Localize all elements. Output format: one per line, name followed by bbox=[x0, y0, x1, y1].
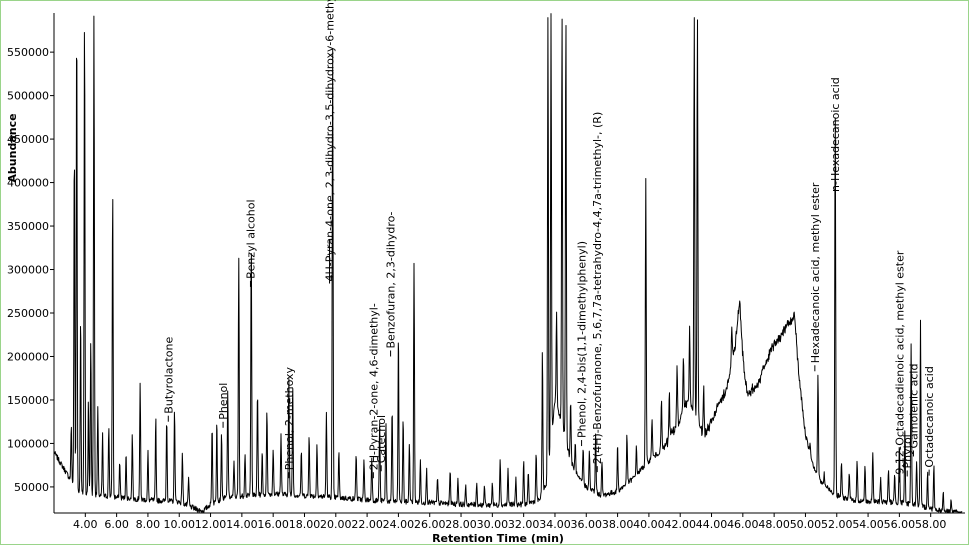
y-tick-label: 550000 bbox=[7, 46, 49, 59]
x-tick-label: 36.00 bbox=[571, 518, 603, 531]
x-tick-label: 54.00 bbox=[852, 518, 884, 531]
x-tick-label: 52.00 bbox=[821, 518, 853, 531]
peak-label: Butyrolactone bbox=[162, 336, 175, 413]
y-tick-label: 50000 bbox=[14, 481, 49, 494]
peak-label: Benzyl alcohol bbox=[244, 199, 257, 278]
peak-label: Phytol bbox=[901, 434, 914, 468]
peak-label: Catechol bbox=[375, 415, 388, 463]
y-tick-label: 300000 bbox=[7, 264, 49, 277]
x-tick-label: 14.00 bbox=[226, 518, 258, 531]
x-tick-label: 48.00 bbox=[758, 518, 790, 531]
x-tick-label: 12.00 bbox=[195, 518, 227, 531]
x-tick-label: 32.00 bbox=[508, 518, 540, 531]
peak-annotations: Butyrolactone Phenol Benzyl alcohol Phenol,… bbox=[162, 0, 936, 483]
peak-label: Phenol, 2-methoxy bbox=[283, 366, 296, 470]
peak-label: 9,12-Octadecadienoic acid, methyl ester bbox=[893, 250, 906, 474]
x-tick-label: 38.00 bbox=[602, 518, 634, 531]
x-tick-label: 28.00 bbox=[445, 518, 477, 531]
y-tick-label: 450000 bbox=[7, 133, 49, 146]
y-axis-ticks: 50000 100000 150000 200000 250000 300000 35000… bbox=[7, 46, 54, 494]
chromatogram-trace bbox=[53, 13, 963, 513]
peak-label: Octadecanoic acid bbox=[923, 366, 936, 467]
x-tick-label: 22.00 bbox=[351, 518, 383, 531]
peak-label: Gamolenic acid bbox=[907, 364, 920, 449]
x-tick-label: 46.00 bbox=[727, 518, 759, 531]
x-tick-label: 26.00 bbox=[414, 518, 446, 531]
x-tick-label: 10.00 bbox=[163, 518, 195, 531]
peak-label: Benzofuran, 2,3-dihydro- bbox=[385, 211, 398, 348]
peak-label: 2H-Pyran-2-one, 4,6-dimethyl- bbox=[367, 303, 380, 470]
peak-label: 4H-Pyran-4-one, 2,3-dihydro-3,5-dihydrox… bbox=[324, 0, 337, 282]
x-tick-label: 56.00 bbox=[884, 518, 916, 531]
x-axis-ticks: 4.00 6.00 8.00 10.00 12.00 14.00 16.00 18.00 20.… bbox=[73, 513, 946, 531]
x-tick-label: 30.00 bbox=[477, 518, 509, 531]
y-tick-label: 100000 bbox=[7, 437, 49, 450]
x-tick-label: 42.00 bbox=[664, 518, 696, 531]
x-tick-label: 6.00 bbox=[104, 518, 129, 531]
x-tick-label: 24.00 bbox=[383, 518, 415, 531]
y-tick-label: 400000 bbox=[7, 177, 49, 190]
y-tick-label: 350000 bbox=[7, 220, 49, 233]
y-axis-title: Abundance bbox=[6, 113, 19, 182]
peak-label: Hexadecanoic acid, methyl ester bbox=[809, 182, 822, 363]
peak-label: Phenol bbox=[217, 383, 230, 420]
peak-label: Phenol, 2,4-bis(1,1-dimethylphenyl) bbox=[576, 241, 589, 438]
y-tick-label: 150000 bbox=[7, 394, 49, 407]
peak-label: n-Hexadecanoic acid bbox=[829, 77, 842, 192]
x-tick-label: 34.00 bbox=[539, 518, 571, 531]
x-tick-label: 16.00 bbox=[257, 518, 289, 531]
x-tick-label: 8.00 bbox=[136, 518, 161, 531]
x-tick-label: 4.00 bbox=[73, 518, 98, 531]
y-tick-label: 500000 bbox=[7, 90, 49, 103]
x-tick-label: 18.00 bbox=[289, 518, 321, 531]
y-tick-label: 250000 bbox=[7, 307, 49, 320]
peak-label: 2(4H)-Benzofuranone, 5,6,7,7a-tetrahydro… bbox=[591, 112, 604, 464]
x-tick-label: 44.00 bbox=[696, 518, 728, 531]
y-tick-label: 200000 bbox=[7, 350, 49, 363]
x-tick-label: 50.00 bbox=[790, 518, 822, 531]
x-tick-label: 58.00 bbox=[915, 518, 947, 531]
x-axis-title: Retention Time (min) bbox=[432, 532, 564, 545]
x-tick-label: 20.00 bbox=[320, 518, 352, 531]
x-tick-label: 40.00 bbox=[633, 518, 665, 531]
